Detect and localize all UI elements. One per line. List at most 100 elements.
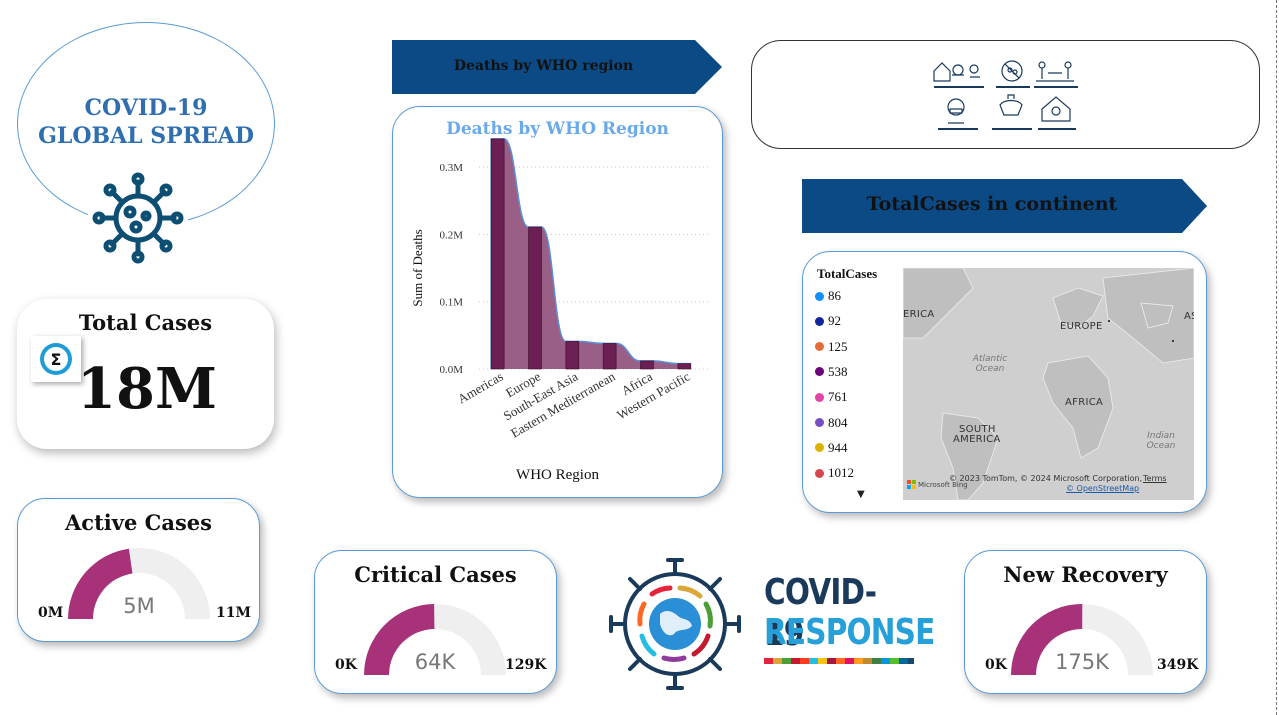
title-line-2: GLOBAL SPREAD [38,123,254,149]
critical-cases-title: Critical Cases [354,562,517,587]
face-covering-icon [947,98,965,124]
legend-label: 86 [828,288,841,303]
legend-dot [815,392,824,402]
legend-dot [815,316,824,326]
sigma-icon: Σ [31,336,81,382]
sdg-color-strip [764,658,914,664]
bar[interactable] [565,341,580,370]
map-canvas[interactable]: ERICA EUROPE AS AFRICA SOUTH AMERICA Atl… [903,268,1194,500]
guidelines-panel [751,40,1260,149]
legend-dot [815,367,824,377]
response-logo-line2: RESPONSE [764,612,935,653]
virus-icon [88,170,188,266]
legend-label: 1012 [828,465,854,481]
map-legend-item[interactable]: 804 [815,415,848,431]
legend-dot [815,291,824,301]
map-legend-item[interactable]: 125 [815,339,848,355]
no-gathering-icon [1001,60,1023,82]
svg-text:Σ: Σ [51,350,62,369]
response-virus-icon [609,558,741,690]
page-edge-divider [1276,0,1277,715]
stay-home-if-unwell-icon [1041,96,1071,122]
legend-label: 944 [828,439,848,455]
legend-label: 538 [828,363,848,379]
deaths-banner-label: Deaths by WHO region [453,58,634,74]
map-label-america-south: AMERICA [953,434,1001,445]
continent-banner-label: TotalCases in continent [866,193,1118,215]
map-legend-item[interactable]: 86 [815,288,841,304]
gauge-max: 129K [505,657,547,673]
map-label-indian: Indian Ocean [1146,431,1176,451]
map-label-europe: EUROPE [1060,321,1103,332]
y-tick-label: 0.1M [439,297,463,309]
map-legend-item[interactable]: 538 [815,364,848,380]
active-cases-title: Active Cases [65,510,212,535]
new-recovery-card: New Recovery 175K 0K 349K [964,550,1207,694]
chart-title: Deaths by WHO Region [446,119,669,139]
microsoft-icon [907,480,916,489]
gauge-min: 0K [985,657,1007,673]
y-tick-label: 0.0M [439,364,463,376]
physical-distance-icon [1036,61,1074,82]
map-label-asia: AS [1184,311,1194,322]
map-legend-item[interactable]: 1012 [815,465,854,481]
response-logo-line1: COVID-19 [764,572,877,654]
covid-response-logo: COVID-19 RESPONSE [604,554,935,694]
legend-label: 125 [828,338,848,354]
title-line-1: COVID-19 [84,95,208,121]
map-legend-item[interactable]: 944 [815,440,848,456]
map-card: TotalCases 86 92 125 538 761 804 944 1012 ▼ ERI… [802,251,1207,513]
total-cases-value: 18M [77,356,217,422]
gauge-max: 349K [1157,657,1199,673]
map-legend-item[interactable]: 761 [815,389,848,405]
legend-label: 804 [828,414,848,430]
gauge-max: 11M [216,605,251,621]
area-series [491,138,691,369]
legend-dot [815,468,824,478]
gauge-value: 175K [1055,650,1110,674]
dashboard-title: COVID-19 GLOBAL SPREAD [30,94,262,150]
guidelines-icons [933,60,1078,130]
active-cases-card: Active Cases 5M 0M 11M [17,498,260,642]
continent-banner [802,179,1207,233]
gauge-fill [1011,603,1083,675]
world-map [903,268,1194,500]
bar[interactable] [640,360,654,370]
gauge-value: 5M [123,594,154,618]
bar[interactable] [677,363,692,370]
new-recovery-title: New Recovery [1003,562,1168,587]
gauge-fill [68,548,133,619]
gauge-min: 0K [335,657,357,673]
legend-label: 761 [828,389,848,405]
y-tick-label: 0.3M [439,162,463,174]
bar[interactable] [602,343,617,370]
gauge-min: 0M [38,605,64,621]
active-cases-gauge: 5M [68,548,210,619]
legend-dot [815,443,824,453]
map-legend-title: TotalCases [817,266,878,281]
legend-dot [815,342,824,352]
hygiene-icon [999,94,1023,116]
critical-cases-gauge: 64K [364,604,506,675]
deaths-banner [392,40,722,94]
chart-xlabel: WHO Region [516,467,599,483]
deaths-chart-card: Deaths by WHO Region 0.0M 0.1M 0.2M 0.3M Sum… [392,106,723,498]
bar[interactable] [490,138,505,370]
total-cases-title: Total Cases [78,310,213,335]
y-tick-label: 0.2M [439,229,463,241]
gauge-value: 64K [415,650,457,674]
stay-home-icon [933,62,980,82]
map-label-africa: AFRICA [1065,397,1104,408]
gauge-fill [364,604,435,675]
legend-scroll-down-icon[interactable]: ▼ [857,489,865,500]
bar[interactable] [528,226,542,370]
map-label-south: SOUTH [959,424,996,435]
map-osm-link[interactable]: © OpenStreetMap [1066,484,1140,493]
total-cases-card: Total Cases Σ 18M [17,299,274,449]
map-terms-link[interactable]: Terms [1143,474,1167,483]
legend-dot [815,418,824,427]
map-legend-item[interactable]: 92 [815,313,841,329]
map-attribution: © 2023 TomTom, © 2024 Microsoft Corporat… [949,474,1143,483]
new-recovery-gauge: 175K [1011,603,1153,675]
